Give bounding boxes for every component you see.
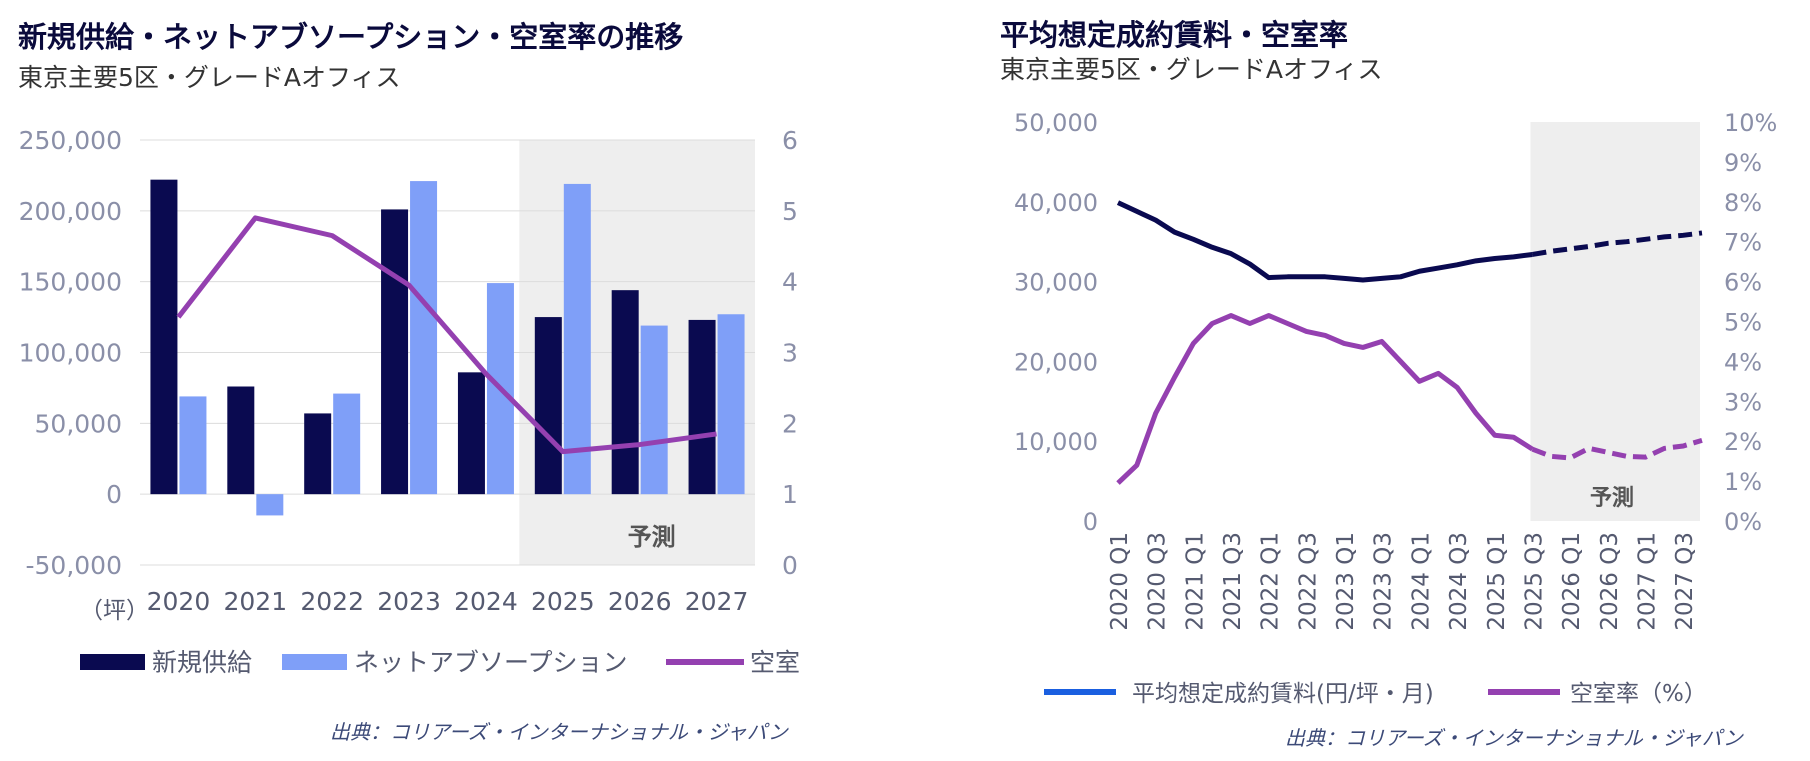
- y-right-tick-label: 4%: [1724, 348, 1762, 376]
- rent-line-forecast: [1532, 230, 1703, 257]
- bar-supply: [304, 413, 332, 495]
- left-chart-subtitle: 東京主要5区・グレードAオフィス: [18, 63, 401, 92]
- left-source-note: 出典：コリアーズ・インターナショナル・ジャパン: [330, 720, 788, 744]
- x-tick-label: 2020 Q1: [1107, 532, 1133, 631]
- rent-line-actual: [1116, 200, 1533, 283]
- x-tick-label: 2024: [454, 587, 518, 616]
- x-tick-label: 2022: [300, 587, 364, 616]
- forecast-label: 予測: [628, 523, 676, 551]
- y-right-tick-label: 8%: [1724, 189, 1762, 217]
- x-tick-label: 2022 Q1: [1258, 532, 1284, 631]
- x-tick-label: 2025 Q1: [1484, 532, 1510, 631]
- x-tick-label: 2024 Q3: [1446, 532, 1472, 631]
- right-chart-subtitle: 東京主要5区・グレードAオフィス: [1000, 55, 1383, 84]
- x-tick-label: 2027: [685, 587, 749, 616]
- y-right-tick-label: 1.0%: [782, 480, 800, 509]
- y-left-tick-label: 10,000: [1014, 428, 1098, 456]
- y-right-tick-label: 7%: [1724, 229, 1762, 257]
- x-tick-label: 2021: [224, 587, 288, 616]
- bar-supply: [611, 290, 639, 495]
- y-left-tick-label: 20,000: [1014, 348, 1098, 376]
- y-right-tick-label: 0%: [1724, 508, 1762, 536]
- y-right-tick-label: 10%: [1724, 109, 1777, 137]
- right-source-note: 出典：コリアーズ・インターナショナル・ジャパン: [1285, 726, 1743, 750]
- bar-absorption: [179, 396, 207, 495]
- x-tick-label: 2025: [531, 587, 595, 616]
- bar-absorption: [640, 325, 668, 495]
- bar-absorption: [333, 393, 361, 495]
- x-tick-label: 2027 Q3: [1672, 532, 1698, 631]
- bar-supply: [534, 317, 562, 495]
- legend-label-vacancy: 空室率（%）: [1570, 681, 1707, 707]
- y-left-tick-label: -50,000: [26, 551, 123, 580]
- y-left-tick-label: 100,000: [19, 339, 122, 368]
- unit-label: （坪）: [80, 598, 149, 624]
- x-tick-label: 2023: [377, 587, 441, 616]
- y-left-tick-label: 0: [106, 480, 122, 509]
- legend-swatch-absorption: [282, 654, 347, 670]
- x-tick-label: 2026 Q3: [1597, 532, 1623, 631]
- x-tick-label: 2024 Q1: [1408, 532, 1434, 631]
- y-right-tick-label: 6%: [1724, 269, 1762, 297]
- y-left-tick-label: 250,000: [19, 126, 122, 155]
- legend-label-absorption: ネットアブソープション: [354, 648, 628, 677]
- x-tick-label: 2023 Q1: [1333, 532, 1359, 631]
- bar-supply: [381, 209, 409, 495]
- y-right-tick-label: 3.0%: [782, 339, 800, 368]
- left-chart: 予測 -50,000 0 50,000 100,000 150,000 200,000 250…: [19, 126, 800, 677]
- legend-label-rent: 平均想定成約賃料(円/坪・月): [1132, 681, 1434, 707]
- bar-supply: [150, 179, 178, 495]
- x-tick-label: 2020 Q3: [1145, 532, 1171, 631]
- bar-supply: [457, 372, 485, 495]
- x-tick-label: 2026: [608, 587, 672, 616]
- y-right-tick-label: 1%: [1724, 468, 1762, 496]
- y-right-tick-label: 0.0%: [782, 551, 800, 580]
- bar-absorption: [410, 181, 438, 495]
- x-tick-label: 2027 Q1: [1634, 532, 1660, 631]
- y-left-tick-label: 0: [1083, 508, 1098, 536]
- y-right-tick-label: 2.0%: [782, 409, 800, 438]
- bar-absorption: [717, 314, 745, 495]
- x-tick-label: 2021 Q3: [1220, 532, 1246, 631]
- vacancy-line-forecast: [1531, 438, 1703, 461]
- y-left-tick-label: 150,000: [19, 268, 122, 297]
- bar-supply: [688, 319, 716, 495]
- y-right-tick-label: 5.0%: [782, 197, 800, 226]
- y-right-tick-label: 2%: [1724, 428, 1762, 456]
- legend-swatch-supply: [80, 654, 145, 670]
- y-left-tick-label: 50,000: [1014, 109, 1098, 137]
- y-left-tick-label: 40,000: [1014, 189, 1098, 217]
- y-right-tick-label: 4.0%: [782, 268, 800, 297]
- bar-absorption: [256, 494, 284, 516]
- left-chart-title: 新規供給・ネットアブソープション・空室率の推移: [18, 20, 684, 54]
- legend-label-supply: 新規供給: [152, 648, 252, 677]
- x-tick-label: 2026 Q1: [1559, 532, 1585, 631]
- y-right-tick-label: 6.0%: [782, 126, 800, 155]
- x-tick-label: 2020: [147, 587, 211, 616]
- forecast-label: 予測: [1590, 486, 1634, 511]
- y-left-tick-label: 200,000: [19, 197, 122, 226]
- legend-label-vacancy: 空室率: [750, 648, 800, 677]
- y-left-tick-label: 50,000: [35, 409, 122, 438]
- bar-supply: [227, 386, 255, 495]
- forecast-band: [1530, 122, 1700, 521]
- y-left-tick-label: 30,000: [1014, 269, 1098, 297]
- x-tick-label: 2022 Q3: [1295, 532, 1321, 631]
- y-right-tick-label: 9%: [1724, 149, 1762, 177]
- x-tick-label: 2025 Q3: [1521, 532, 1547, 631]
- right-chart-title: 平均想定成約賃料・空室率: [1000, 18, 1349, 52]
- x-tick-label: 2021 Q1: [1182, 532, 1208, 631]
- y-right-tick-label: 3%: [1724, 388, 1762, 416]
- x-tick-label: 2023 Q3: [1371, 532, 1397, 631]
- bar-absorption: [563, 183, 591, 495]
- y-right-tick-label: 5%: [1724, 309, 1762, 337]
- vacancy-line-actual: [1116, 313, 1534, 485]
- vacancy-line: [176, 215, 717, 455]
